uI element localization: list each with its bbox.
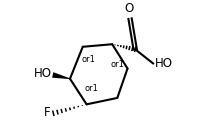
Text: HO: HO xyxy=(33,67,51,80)
Text: HO: HO xyxy=(155,57,173,70)
Text: F: F xyxy=(43,105,50,119)
Text: or1: or1 xyxy=(84,85,98,93)
Text: O: O xyxy=(125,2,134,15)
Polygon shape xyxy=(52,72,70,79)
Text: or1: or1 xyxy=(111,60,125,69)
Text: or1: or1 xyxy=(81,55,95,64)
